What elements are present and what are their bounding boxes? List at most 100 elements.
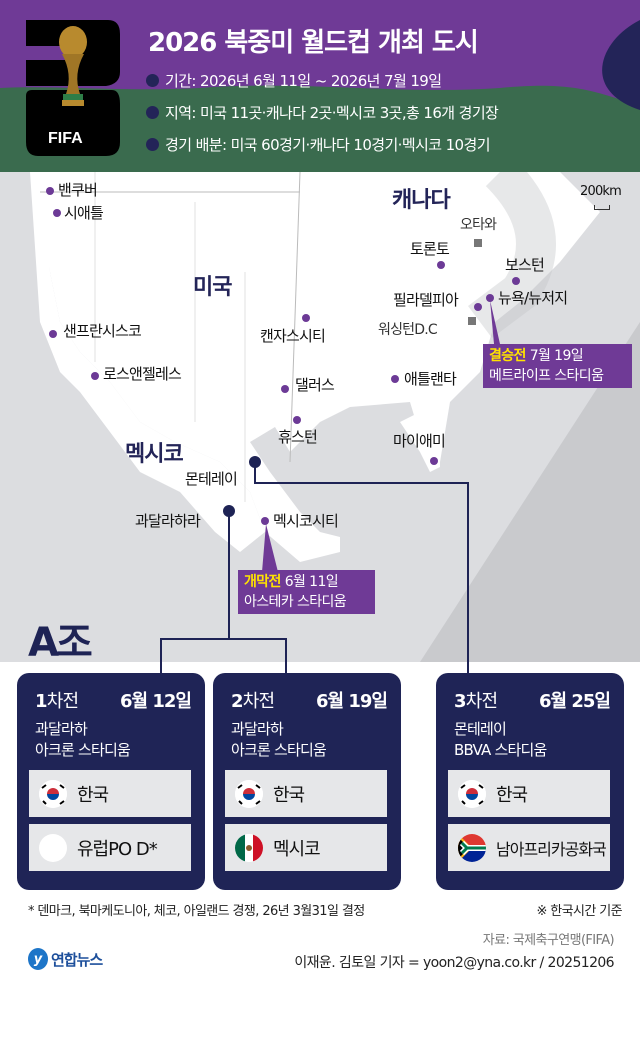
match-card-3: 3차전 6월 25일 몬테레이 BBVA 스타디움 한국 남아프리카공화국 (436, 673, 624, 890)
match-venue: 과달라하 아크론 스타디움 (35, 720, 131, 759)
team-name: 한국 (77, 784, 109, 806)
city-atlanta: 애틀랜타 (404, 370, 457, 388)
city-boston: 보스턴 (505, 256, 545, 274)
final-callout: 결승전 7월 19일 메트라이프 스타디움 (483, 344, 632, 388)
city-marker (261, 517, 269, 525)
connector-line (160, 662, 162, 674)
scale-bar (594, 205, 610, 210)
info-text: 기간: 2026년 6월 11일 ~ 2026년 7월 19일 (165, 72, 442, 90)
city-marker (53, 209, 61, 217)
city-marker (474, 303, 482, 311)
team-row: 한국 (448, 770, 610, 817)
city-houston: 휴스턴 (278, 428, 318, 446)
footnote: * 덴마크, 북마케도니아, 체코, 아일랜드 경쟁, 26년 3월31일 결정 (28, 904, 365, 919)
team-row: 한국 (29, 770, 191, 817)
korea-flag-icon (458, 779, 486, 808)
city-seattle: 시애틀 (64, 204, 104, 222)
city-marker (293, 416, 301, 424)
group-title: A조 (28, 620, 93, 662)
connector-line (285, 662, 287, 674)
info-matches: 경기 배분: 미국 60경기·캐나다 10경기·멕시코 10경기 (146, 134, 491, 155)
team-name: 유럽PO D* (77, 838, 158, 860)
city-marker-host (223, 505, 235, 517)
city-marker (391, 375, 399, 383)
opening-date: 6월 11일 (284, 574, 339, 590)
yonhap-logo: y 연합뉴스 (28, 948, 103, 970)
connector-line (254, 462, 256, 483)
country-label-usa: 미국 (193, 275, 232, 300)
team-name: 남아프리카공화국 (496, 839, 607, 859)
capital-marker (474, 239, 482, 247)
page-title: 2026 북중미 월드컵 개최 도시 (148, 28, 479, 58)
city-losangeles: 로스앤젤레스 (103, 365, 182, 383)
city-philadelphia: 필라델피아 (393, 291, 459, 309)
city-marker (91, 372, 99, 380)
bullet-icon (146, 138, 159, 151)
city-marker (486, 294, 494, 302)
fifa-logo-text: FIFA (48, 130, 83, 147)
city-marker-host (249, 456, 261, 468)
city-marker (430, 457, 438, 465)
opening-venue: 아스테카 스타디움 (244, 594, 347, 610)
mexico-flag-icon (235, 833, 263, 862)
team-name: 한국 (273, 784, 305, 806)
capital-marker (468, 317, 476, 325)
connector-line (228, 512, 230, 639)
fifa-2026-logo (26, 20, 120, 156)
city-guadalajara: 과달라하라 (135, 512, 201, 530)
header-banner: FIFA 2026 북중미 월드컵 개최 도시 기간: 2026년 6월 11일… (0, 0, 640, 172)
team-row: 남아프리카공화국 (448, 824, 610, 871)
city-vancouver: 밴쿠버 (58, 181, 98, 199)
scale-label: 200km (580, 184, 622, 199)
team-name: 한국 (496, 784, 528, 806)
match-venue: 몬테레이 BBVA 스타디움 (454, 720, 547, 759)
city-monterrey: 몬테레이 (185, 470, 238, 488)
info-text: 경기 배분: 미국 60경기·캐나다 10경기·멕시코 10경기 (165, 136, 491, 154)
match-card-2: 2차전 6월 19일 과달라하 아크론 스타디움 한국 멕시코 (213, 673, 401, 890)
connector-line (254, 482, 469, 484)
south-africa-flag-icon (458, 833, 486, 862)
final-date: 7월 19일 (529, 348, 584, 364)
city-miami: 마이애미 (393, 432, 446, 450)
city-marker (281, 385, 289, 393)
korea-flag-icon (235, 779, 263, 808)
korea-flag-icon (39, 779, 67, 808)
final-label: 결승전 (489, 348, 526, 364)
city-dallas: 댈러스 (295, 376, 335, 394)
capital-ottawa: 오타와 (460, 217, 497, 233)
final-venue: 메트라이프 스타디움 (489, 368, 604, 384)
connector-line (467, 482, 469, 662)
info-period: 기간: 2026년 6월 11일 ~ 2026년 7월 19일 (146, 70, 442, 91)
map-background (0, 172, 640, 662)
match-number: 1차전 (35, 691, 79, 712)
city-sanfrancisco: 샌프란시스코 (63, 322, 142, 340)
yonhap-logo-icon: y (28, 948, 48, 970)
callout-pointers (262, 300, 500, 572)
bullet-icon (146, 74, 159, 87)
match-date: 6월 25일 (539, 691, 611, 712)
match-card-1: 1차전 6월 12일 과달라하 아크론 스타디움 한국 유럽PO D* (17, 673, 205, 890)
timezone-note: ※ 한국시간 기준 (536, 904, 622, 919)
info-venues: 지역: 미국 11곳·캐나다 2곳·멕시코 3곳,총 16개 경기장 (146, 102, 499, 123)
city-toronto: 토론토 (410, 240, 450, 258)
opening-callout: 개막전 6월 11일 아스테카 스타디움 (238, 570, 375, 614)
team-row: 한국 (225, 770, 387, 817)
match-date: 6월 12일 (120, 691, 192, 712)
city-marker (46, 187, 54, 195)
match-date: 6월 19일 (316, 691, 388, 712)
match-number: 3차전 (454, 691, 498, 712)
connector-line (160, 638, 162, 662)
city-mexicocity: 멕시코시티 (273, 512, 339, 530)
team-row: 유럽PO D* (29, 824, 191, 871)
team-name: 멕시코 (273, 838, 321, 860)
connector-line (467, 662, 469, 674)
info-text: 지역: 미국 11곳·캐나다 2곳·멕시코 3곳,총 16개 경기장 (165, 104, 499, 122)
team-row: 멕시코 (225, 824, 387, 871)
country-label-canada: 캐나다 (392, 188, 451, 213)
match-venue: 과달라하 아크론 스타디움 (231, 720, 327, 759)
yonhap-logo-text: 연합뉴스 (51, 950, 103, 969)
match-number: 2차전 (231, 691, 275, 712)
capital-washington: 워싱턴D.C (378, 322, 438, 338)
connector-line (160, 638, 287, 640)
city-marker (302, 314, 310, 322)
